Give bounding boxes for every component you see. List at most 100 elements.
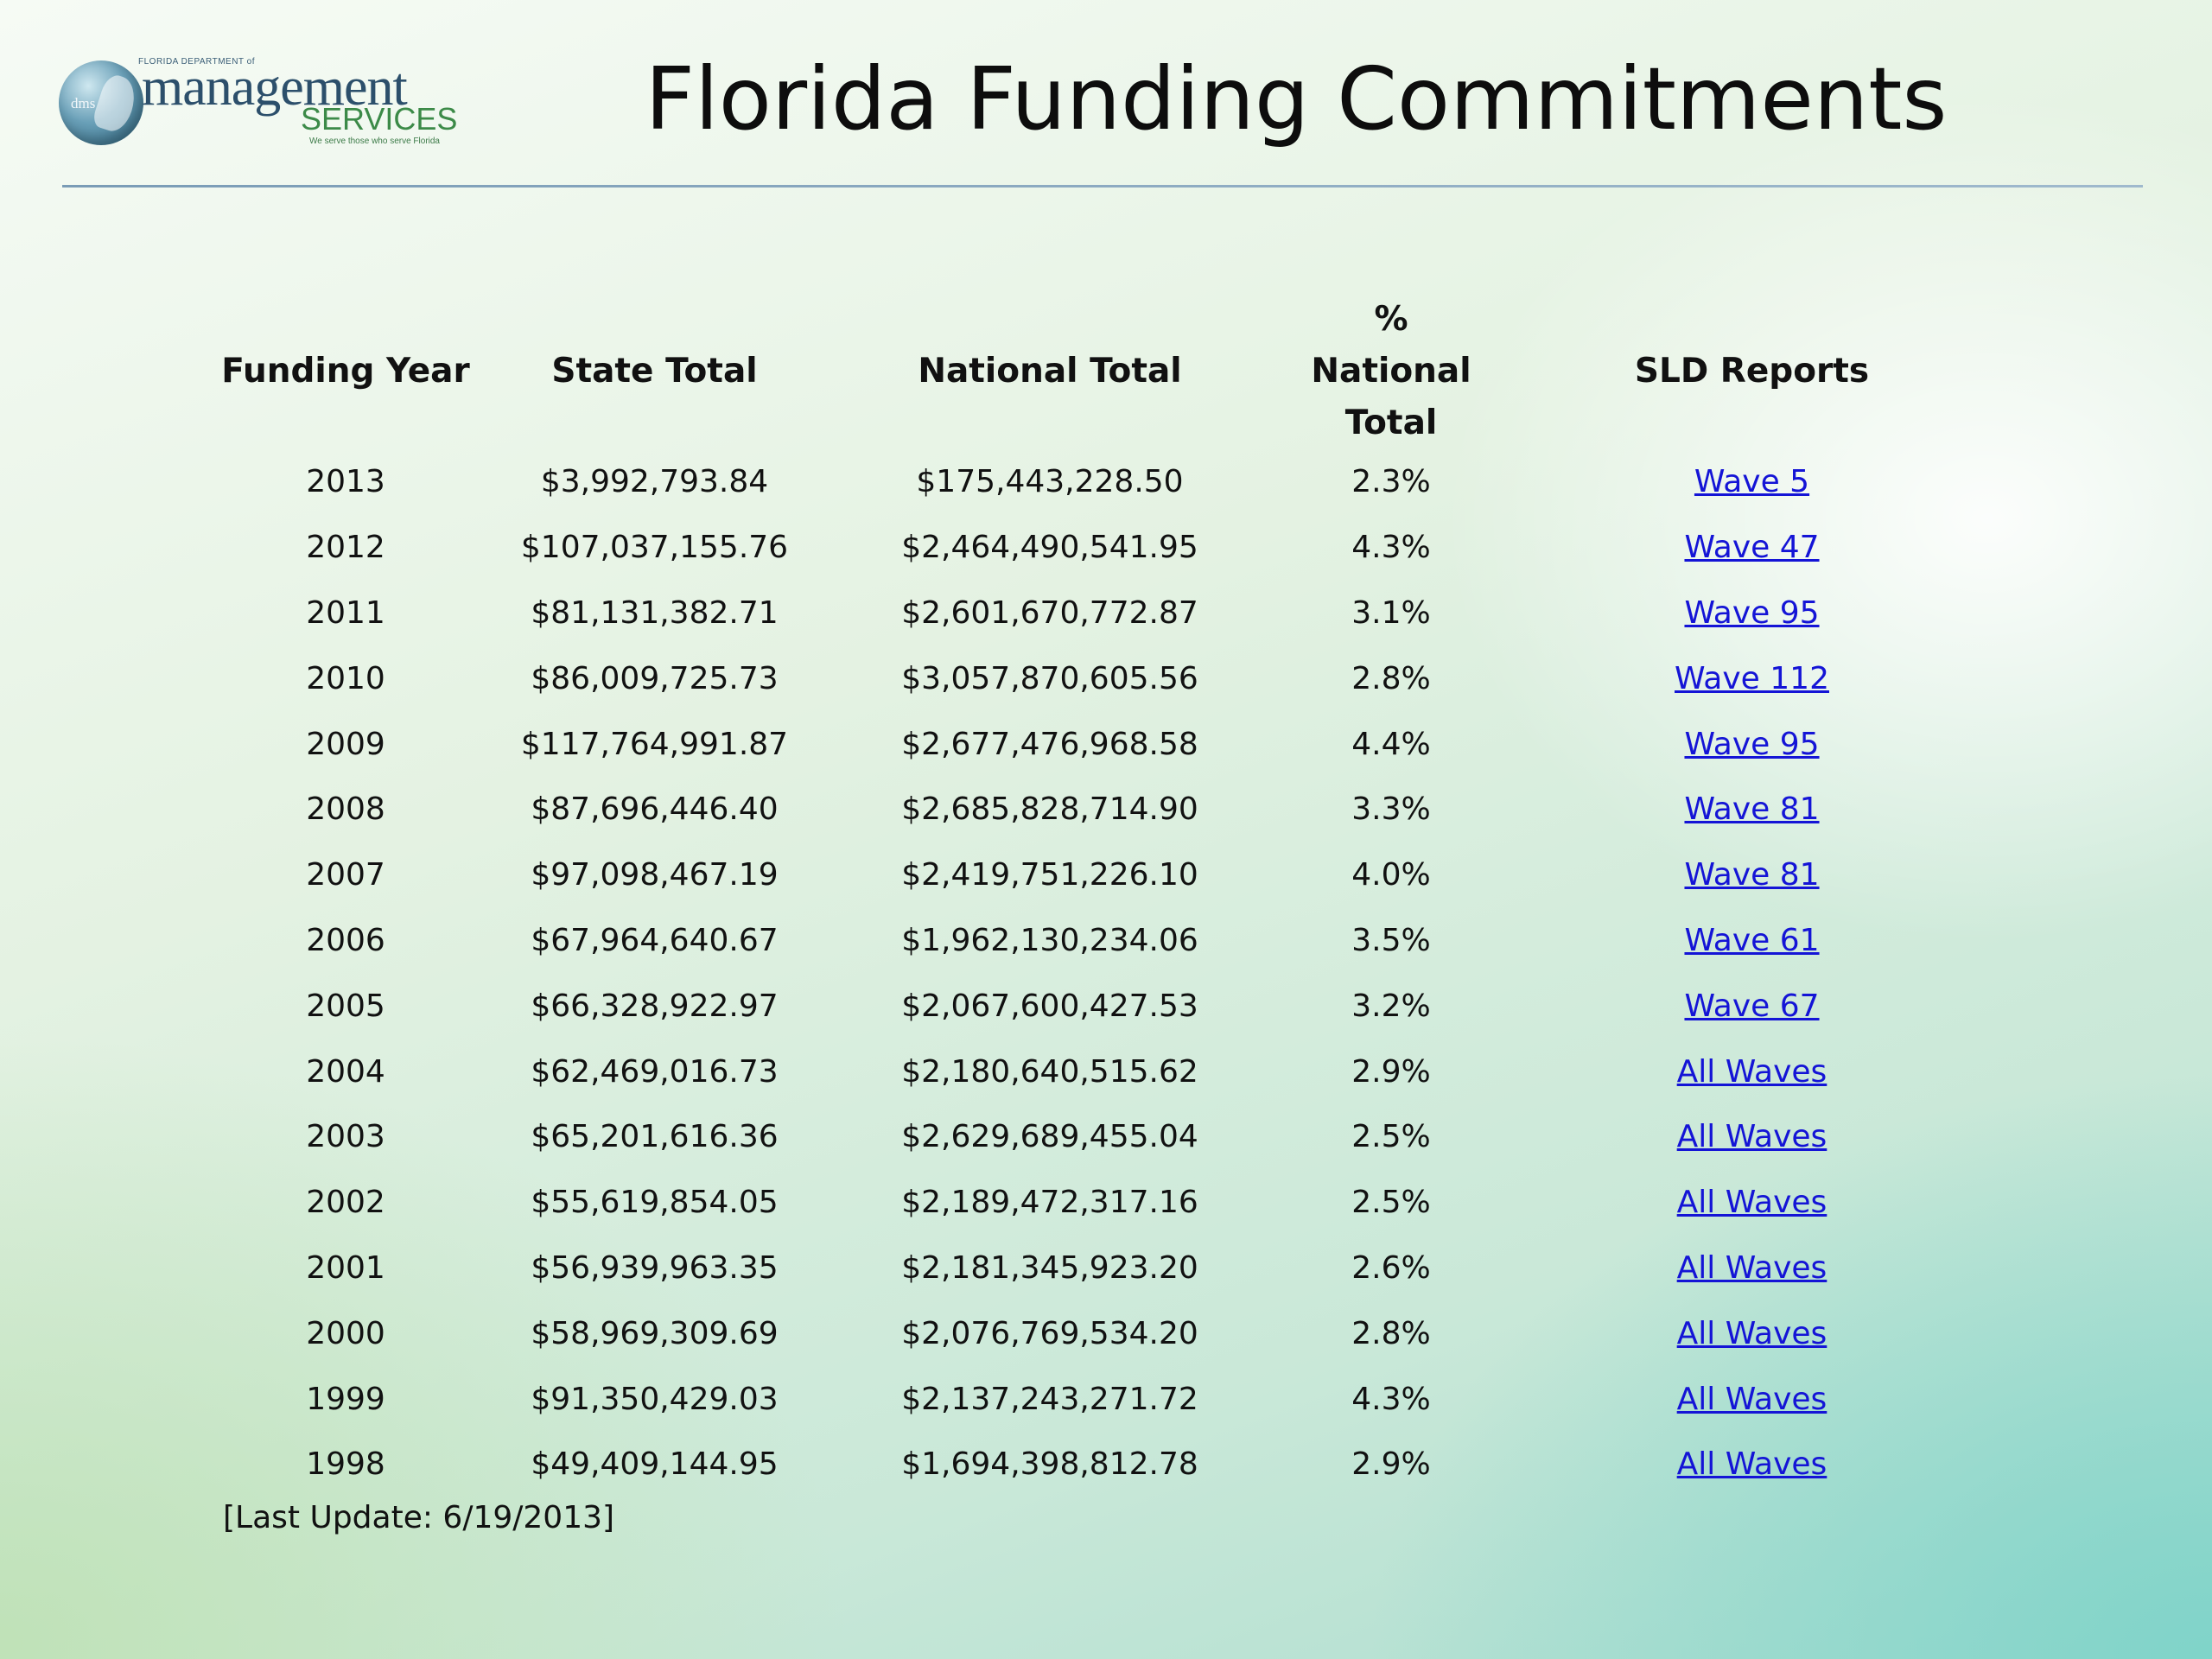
header-state-total: State Total bbox=[551, 352, 758, 391]
cell-pct-national: 2.8% bbox=[1351, 660, 1431, 696]
cell-state-total: $97,098,467.19 bbox=[531, 857, 779, 893]
cell-national-total: $2,677,476,968.58 bbox=[901, 726, 1198, 762]
table-row: 2003 $65,201,616.36 $2,629,689,455.04 2.5% A… bbox=[190, 1104, 2013, 1170]
sld-report-link[interactable]: All Waves bbox=[1676, 1185, 1827, 1221]
cell-sld-report: Wave 81 bbox=[1491, 777, 2013, 842]
cell-funding-year: 2003 bbox=[306, 1119, 385, 1155]
cell-sld-report: All Waves bbox=[1491, 1432, 2013, 1497]
cell-funding-year: 2001 bbox=[306, 1249, 385, 1286]
cell-state-total: $91,350,429.03 bbox=[531, 1381, 779, 1417]
cell-pct-national: 3.3% bbox=[1351, 791, 1431, 828]
table-row: 2000 $58,969,309.69 $2,076,769,534.20 2.8% A… bbox=[190, 1300, 2013, 1366]
cell-sld-report: Wave 5 bbox=[1491, 449, 2013, 515]
sld-report-link[interactable]: Wave 81 bbox=[1684, 857, 1820, 893]
cell-pct-national: 3.1% bbox=[1351, 594, 1431, 631]
dms-logo: dms FLORIDA DEPARTMENT of management SER… bbox=[59, 57, 474, 152]
logo-services-text: SERVICES bbox=[301, 101, 458, 137]
sld-report-link[interactable]: Wave 112 bbox=[1675, 660, 1829, 696]
table-body: 2013 $3,992,793.84 $175,443,228.50 2.3% Wave… bbox=[190, 449, 2013, 1497]
header-pct-national: % National Total bbox=[1292, 294, 1491, 449]
sld-report-link[interactable]: Wave 95 bbox=[1684, 726, 1820, 762]
cell-pct-national: 4.3% bbox=[1351, 530, 1431, 566]
logo-top-text: FLORIDA DEPARTMENT of bbox=[138, 57, 255, 67]
cell-sld-report: Wave 81 bbox=[1491, 842, 2013, 908]
cell-state-total: $67,964,640.67 bbox=[531, 922, 779, 958]
cell-sld-report: All Waves bbox=[1491, 1300, 2013, 1366]
title-divider bbox=[62, 185, 2143, 188]
cell-sld-report: All Waves bbox=[1491, 1170, 2013, 1236]
cell-funding-year: 2007 bbox=[306, 857, 385, 893]
cell-pct-national: 4.3% bbox=[1351, 1381, 1431, 1417]
sld-report-link[interactable]: All Waves bbox=[1676, 1249, 1827, 1286]
sld-report-link[interactable]: All Waves bbox=[1676, 1446, 1827, 1483]
florida-shape-icon bbox=[91, 72, 141, 136]
cell-national-total: $1,962,130,234.06 bbox=[901, 922, 1198, 958]
cell-national-total: $175,443,228.50 bbox=[916, 464, 1184, 500]
cell-state-total: $3,992,793.84 bbox=[540, 464, 769, 500]
cell-pct-national: 2.5% bbox=[1351, 1119, 1431, 1155]
cell-funding-year: 2000 bbox=[306, 1315, 385, 1351]
table-row: 2013 $3,992,793.84 $175,443,228.50 2.3% Wave… bbox=[190, 449, 2013, 515]
last-update-note: [Last Update: 6/19/2013] bbox=[223, 1500, 615, 1535]
logo-tagline: We serve those who serve Florida bbox=[309, 137, 440, 146]
cell-funding-year: 1998 bbox=[306, 1446, 385, 1483]
cell-sld-report: Wave 112 bbox=[1491, 645, 2013, 711]
cell-funding-year: 2002 bbox=[306, 1185, 385, 1221]
cell-state-total: $107,037,155.76 bbox=[520, 530, 789, 566]
cell-funding-year: 2006 bbox=[306, 922, 385, 958]
cell-national-total: $2,685,828,714.90 bbox=[901, 791, 1198, 828]
sld-report-link[interactable]: All Waves bbox=[1676, 1119, 1827, 1155]
sld-report-link[interactable]: All Waves bbox=[1676, 1381, 1827, 1417]
cell-state-total: $58,969,309.69 bbox=[531, 1315, 779, 1351]
cell-national-total: $1,694,398,812.78 bbox=[901, 1446, 1198, 1483]
sld-report-link[interactable]: All Waves bbox=[1676, 1053, 1827, 1090]
sld-report-link[interactable]: Wave 67 bbox=[1684, 988, 1820, 1024]
funding-table: Funding Year State Total National Total … bbox=[190, 294, 2013, 1497]
cell-funding-year: 2005 bbox=[306, 988, 385, 1024]
cell-state-total: $49,409,144.95 bbox=[531, 1446, 779, 1483]
cell-state-total: $55,619,854.05 bbox=[531, 1185, 779, 1221]
sld-report-link[interactable]: Wave 81 bbox=[1684, 791, 1820, 828]
header-funding-year: Funding Year bbox=[221, 352, 470, 391]
cell-funding-year: 2010 bbox=[306, 660, 385, 696]
cell-national-total: $2,629,689,455.04 bbox=[901, 1119, 1198, 1155]
cell-pct-national: 2.8% bbox=[1351, 1315, 1431, 1351]
table-row: 2008 $87,696,446.40 $2,685,828,714.90 3.3% W… bbox=[190, 777, 2013, 842]
sld-report-link[interactable]: Wave 47 bbox=[1684, 530, 1820, 566]
cell-funding-year: 2009 bbox=[306, 726, 385, 762]
cell-sld-report: Wave 95 bbox=[1491, 581, 2013, 646]
sld-report-link[interactable]: Wave 61 bbox=[1684, 922, 1820, 958]
table-row: 2011 $81,131,382.71 $2,601,670,772.87 3.1% W… bbox=[190, 581, 2013, 646]
cell-pct-national: 2.9% bbox=[1351, 1053, 1431, 1090]
cell-sld-report: Wave 95 bbox=[1491, 711, 2013, 777]
cell-funding-year: 2013 bbox=[306, 464, 385, 500]
cell-funding-year: 2004 bbox=[306, 1053, 385, 1090]
table-header-row: Funding Year State Total National Total … bbox=[190, 294, 2013, 449]
cell-state-total: $66,328,922.97 bbox=[531, 988, 779, 1024]
cell-national-total: $2,137,243,271.72 bbox=[901, 1381, 1198, 1417]
sld-report-link[interactable]: Wave 5 bbox=[1694, 464, 1810, 500]
sld-report-link[interactable]: All Waves bbox=[1676, 1315, 1827, 1351]
cell-national-total: $2,464,490,541.95 bbox=[901, 530, 1198, 566]
table-row: 2006 $67,964,640.67 $1,962,130,234.06 3.5% W… bbox=[190, 908, 2013, 974]
header-pct-national-line1: % National bbox=[1311, 300, 1471, 391]
cell-sld-report: Wave 47 bbox=[1491, 515, 2013, 581]
page-title: Florida Funding Commitments bbox=[645, 48, 1948, 149]
cell-national-total: $3,057,870,605.56 bbox=[901, 660, 1198, 696]
cell-pct-national: 2.6% bbox=[1351, 1249, 1431, 1286]
cell-funding-year: 2008 bbox=[306, 791, 385, 828]
cell-pct-national: 3.2% bbox=[1351, 988, 1431, 1024]
sld-report-link[interactable]: Wave 95 bbox=[1684, 594, 1820, 631]
cell-sld-report: Wave 67 bbox=[1491, 973, 2013, 1039]
table-row: 2002 $55,619,854.05 $2,189,472,317.16 2.5% A… bbox=[190, 1170, 2013, 1236]
logo-main-text: management bbox=[142, 58, 408, 117]
table-row: 1998 $49,409,144.95 $1,694,398,812.78 2.9% A… bbox=[190, 1432, 2013, 1497]
table-row: 2007 $97,098,467.19 $2,419,751,226.10 4.0% W… bbox=[190, 842, 2013, 908]
table-row: 1999 $91,350,429.03 $2,137,243,271.72 4.3% A… bbox=[190, 1366, 2013, 1432]
cell-funding-year: 2011 bbox=[306, 594, 385, 631]
cell-state-total: $81,131,382.71 bbox=[531, 594, 779, 631]
cell-state-total: $117,764,991.87 bbox=[520, 726, 789, 762]
cell-national-total: $2,181,345,923.20 bbox=[901, 1249, 1198, 1286]
table-row: 2012 $107,037,155.76 $2,464,490,541.95 4.3%… bbox=[190, 515, 2013, 581]
